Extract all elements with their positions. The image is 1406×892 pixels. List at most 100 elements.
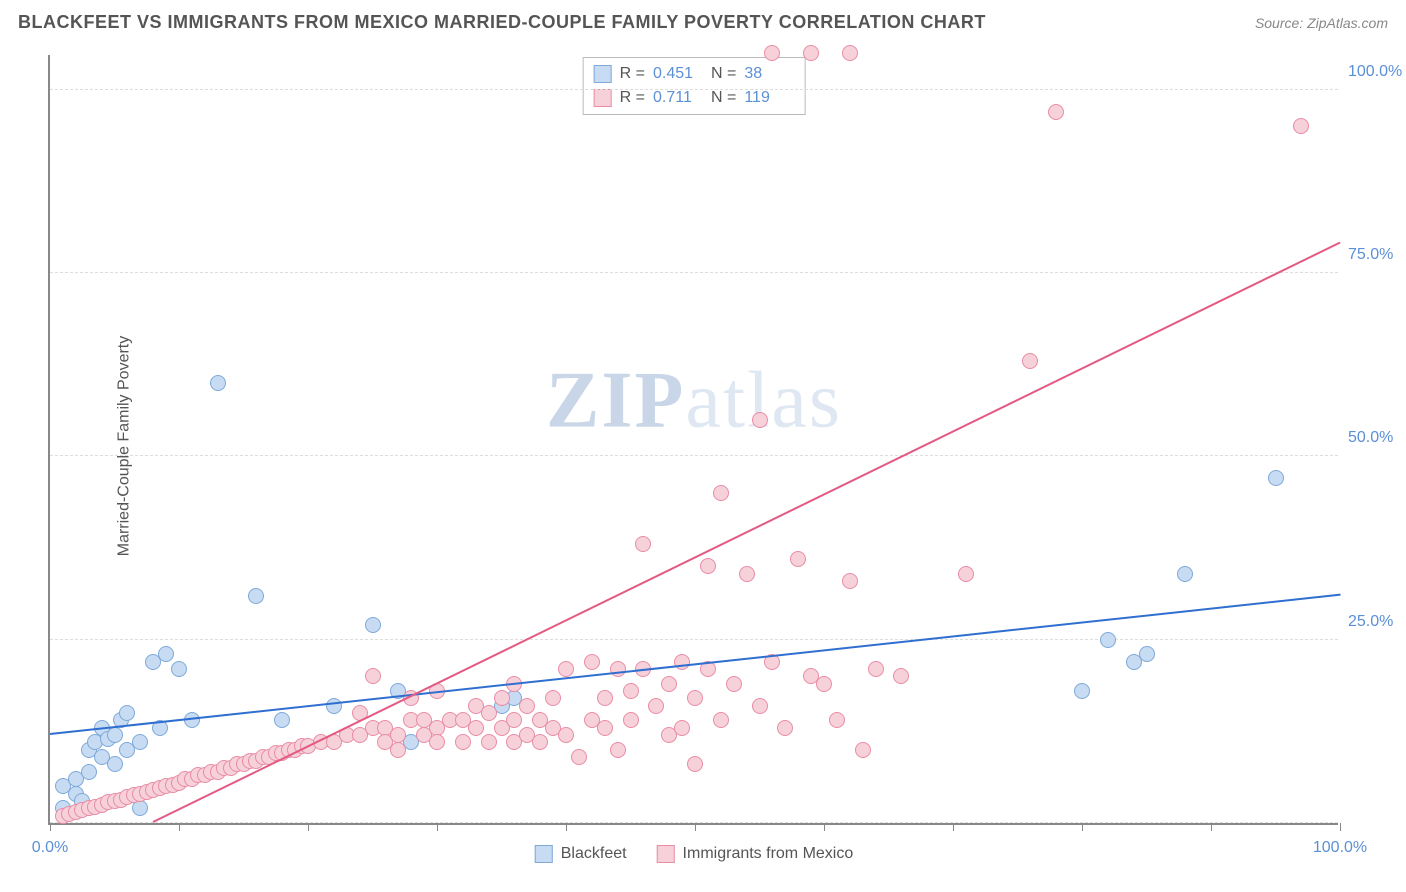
data-point bbox=[842, 45, 858, 61]
data-point bbox=[519, 698, 535, 714]
x-tick bbox=[437, 823, 438, 831]
y-tick-label: 75.0% bbox=[1348, 246, 1406, 264]
data-point bbox=[803, 45, 819, 61]
data-point bbox=[481, 734, 497, 750]
data-point bbox=[158, 646, 174, 662]
data-point bbox=[610, 742, 626, 758]
data-point bbox=[274, 712, 290, 728]
data-point bbox=[855, 742, 871, 758]
data-point bbox=[752, 412, 768, 428]
data-point bbox=[597, 720, 613, 736]
legend-item: Immigrants from Mexico bbox=[657, 845, 854, 863]
stats-box: R =0.451N =38R =0.711N =119 bbox=[583, 57, 806, 115]
x-tick-label: 100.0% bbox=[1313, 839, 1367, 857]
watermark-light: atlas bbox=[685, 356, 842, 444]
data-point bbox=[107, 727, 123, 743]
data-point bbox=[390, 742, 406, 758]
data-point bbox=[248, 588, 264, 604]
data-point bbox=[893, 668, 909, 684]
data-point bbox=[1100, 632, 1116, 648]
data-point bbox=[171, 661, 187, 677]
data-point bbox=[210, 375, 226, 391]
stats-row: R =0.451N =38 bbox=[594, 62, 795, 86]
data-point bbox=[1126, 654, 1142, 670]
x-tick bbox=[695, 823, 696, 831]
watermark: ZIPatlas bbox=[546, 355, 842, 446]
trend-line bbox=[50, 594, 1340, 735]
trend-line bbox=[153, 242, 1341, 823]
data-point bbox=[119, 705, 135, 721]
data-point bbox=[700, 558, 716, 574]
x-tick bbox=[566, 823, 567, 831]
watermark-bold: ZIP bbox=[546, 356, 685, 444]
data-point bbox=[494, 690, 510, 706]
data-point bbox=[81, 764, 97, 780]
data-point bbox=[610, 661, 626, 677]
y-tick-label: 100.0% bbox=[1348, 63, 1406, 81]
data-point bbox=[764, 45, 780, 61]
legend-swatch bbox=[535, 845, 553, 863]
data-point bbox=[1022, 353, 1038, 369]
gridline bbox=[50, 639, 1338, 640]
data-point bbox=[390, 727, 406, 743]
x-tick-label: 0.0% bbox=[32, 839, 68, 857]
data-point bbox=[777, 720, 793, 736]
series-swatch bbox=[594, 65, 612, 83]
data-point bbox=[648, 698, 664, 714]
data-point bbox=[184, 712, 200, 728]
data-point bbox=[597, 690, 613, 706]
data-point bbox=[674, 720, 690, 736]
data-point bbox=[687, 690, 703, 706]
y-tick-label: 25.0% bbox=[1348, 613, 1406, 631]
data-point bbox=[468, 720, 484, 736]
data-point bbox=[1293, 118, 1309, 134]
data-point bbox=[687, 756, 703, 772]
plot-area: ZIPatlas R =0.451N =38R =0.711N =119 Bla… bbox=[48, 55, 1338, 825]
data-point bbox=[132, 734, 148, 750]
legend-label: Blackfeet bbox=[561, 845, 627, 863]
x-tick bbox=[1211, 823, 1212, 831]
data-point bbox=[816, 676, 832, 692]
data-point bbox=[326, 698, 342, 714]
data-point bbox=[1177, 566, 1193, 582]
gridline bbox=[50, 455, 1338, 456]
series-swatch bbox=[594, 89, 612, 107]
data-point bbox=[713, 485, 729, 501]
x-tick bbox=[50, 823, 51, 831]
data-point bbox=[868, 661, 884, 677]
r-label: R = bbox=[620, 62, 645, 86]
r-value: 0.451 bbox=[653, 62, 703, 86]
data-point bbox=[1268, 470, 1284, 486]
data-point bbox=[455, 734, 471, 750]
gridline bbox=[50, 822, 1338, 823]
x-tick bbox=[953, 823, 954, 831]
data-point bbox=[365, 617, 381, 633]
x-tick bbox=[179, 823, 180, 831]
x-tick bbox=[308, 823, 309, 831]
data-point bbox=[661, 676, 677, 692]
data-point bbox=[532, 734, 548, 750]
data-point bbox=[506, 712, 522, 728]
data-point bbox=[1074, 683, 1090, 699]
data-point bbox=[558, 727, 574, 743]
x-tick bbox=[824, 823, 825, 831]
data-point bbox=[1048, 104, 1064, 120]
bottom-legend: Blackfeet Immigrants from Mexico bbox=[535, 845, 854, 863]
data-point bbox=[713, 712, 729, 728]
source-label: Source: ZipAtlas.com bbox=[1255, 15, 1388, 31]
title-bar: BLACKFEET VS IMMIGRANTS FROM MEXICO MARR… bbox=[18, 12, 1388, 33]
data-point bbox=[558, 661, 574, 677]
data-point bbox=[829, 712, 845, 728]
data-point bbox=[958, 566, 974, 582]
data-point bbox=[635, 536, 651, 552]
y-tick-label: 50.0% bbox=[1348, 429, 1406, 447]
x-tick bbox=[1340, 823, 1341, 831]
data-point bbox=[584, 654, 600, 670]
data-point bbox=[842, 573, 858, 589]
data-point bbox=[571, 749, 587, 765]
gridline bbox=[50, 89, 1338, 90]
data-point bbox=[726, 676, 742, 692]
data-point bbox=[545, 690, 561, 706]
legend-swatch bbox=[657, 845, 675, 863]
legend-item: Blackfeet bbox=[535, 845, 627, 863]
